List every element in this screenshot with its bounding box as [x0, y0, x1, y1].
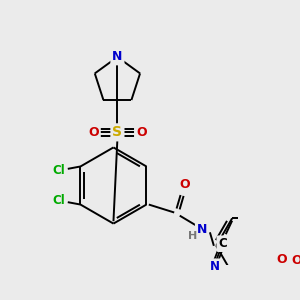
Text: S: S	[112, 125, 122, 140]
Text: O: O	[276, 253, 286, 266]
Text: H: H	[188, 231, 197, 241]
Text: O: O	[88, 126, 99, 139]
Text: O: O	[292, 254, 300, 267]
Text: C: C	[218, 237, 227, 250]
Text: Cl: Cl	[52, 164, 64, 177]
Text: O: O	[179, 178, 190, 191]
Text: O: O	[136, 126, 146, 139]
Text: N: N	[210, 260, 220, 273]
Text: N: N	[197, 224, 207, 236]
Text: Cl: Cl	[52, 194, 64, 207]
Text: N: N	[112, 50, 123, 64]
